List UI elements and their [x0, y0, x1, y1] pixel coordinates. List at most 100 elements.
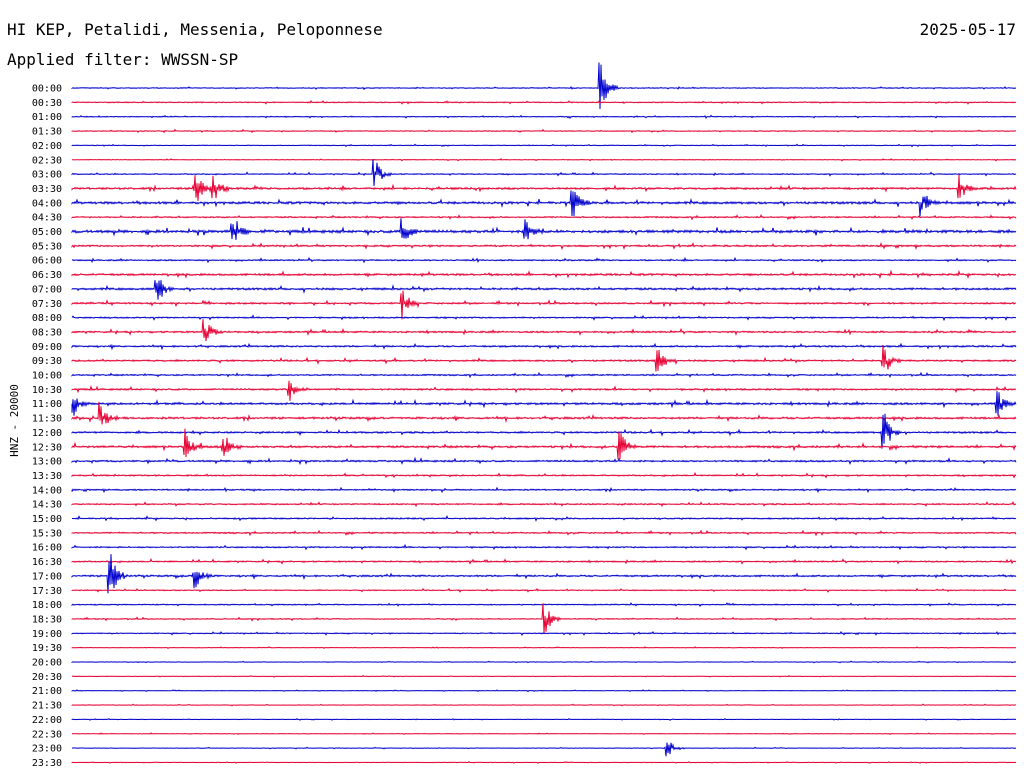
row-label: 06:00	[32, 256, 62, 267]
trace-row	[71, 718, 1017, 721]
row-label: 11:00	[32, 399, 62, 410]
row-label: 05:30	[32, 241, 62, 252]
row-label: 22:00	[32, 715, 62, 726]
date-label: 2025-05-17	[919, 20, 1016, 39]
row-label: 19:00	[32, 629, 62, 640]
row-label: 01:30	[32, 127, 62, 138]
trace-row	[72, 515, 1017, 522]
row-label: 02:00	[32, 141, 62, 152]
row-label: 14:30	[32, 500, 62, 511]
trace-row	[71, 345, 1017, 372]
row-label: 10:30	[32, 385, 62, 396]
trace-row	[71, 630, 1017, 637]
trace-row	[71, 558, 1017, 565]
row-label: 11:30	[32, 414, 62, 425]
trace-row	[71, 471, 1017, 479]
trace-row	[71, 280, 1017, 300]
row-label: 04:30	[32, 213, 62, 224]
trace-row	[71, 218, 1017, 240]
trace-row	[71, 529, 1017, 537]
row-label: 17:30	[32, 586, 62, 597]
row-label: 08:00	[32, 313, 62, 324]
trace-row	[71, 554, 1017, 594]
row-label: 17:00	[32, 571, 62, 582]
row-labels: 00:00 00:30 01:00 01:30 02:00 02:30 03:00 03:30…	[32, 84, 62, 769]
trace-row	[71, 456, 1017, 466]
row-label: 12:00	[32, 428, 62, 439]
row-label: 09:30	[32, 356, 62, 367]
row-label: 03:30	[32, 184, 62, 195]
row-label: 21:30	[32, 701, 62, 712]
trace-row	[71, 114, 1017, 120]
row-label: 08:30	[32, 327, 62, 338]
trace-row	[71, 703, 1017, 707]
row-label: 16:30	[32, 557, 62, 568]
row-label: 23:00	[32, 744, 62, 755]
row-label: 04:00	[32, 198, 62, 209]
row-label: 10:00	[32, 371, 62, 382]
trace-row	[71, 62, 1017, 110]
trace-row	[71, 732, 1017, 736]
trace-row	[71, 143, 1017, 148]
row-label: 20:00	[32, 658, 62, 669]
row-label: 13:00	[32, 457, 62, 468]
trace-rows	[71, 62, 1017, 764]
row-label: 02:30	[32, 155, 62, 166]
row-label: 09:00	[32, 342, 62, 353]
trace-row	[71, 256, 1017, 264]
trace-row	[71, 319, 1017, 342]
trace-row	[71, 428, 1017, 460]
trace-row	[71, 543, 1017, 551]
trace-row	[71, 100, 1017, 105]
trace-row	[71, 674, 1017, 678]
row-label: 12:30	[32, 442, 62, 453]
filter-label: Applied filter: WWSSN-SP	[7, 50, 239, 69]
trace-row	[71, 742, 1017, 757]
row-label: 23:30	[32, 758, 62, 769]
trace-row	[71, 602, 1017, 608]
row-label: 18:00	[32, 600, 62, 611]
trace-row	[71, 500, 1017, 508]
trace-row	[71, 646, 1017, 650]
trace-row	[71, 290, 1017, 320]
trace-row	[71, 391, 1017, 416]
row-label: 18:30	[32, 614, 62, 625]
row-label: 21:00	[32, 686, 62, 697]
trace-row	[71, 371, 1017, 379]
trace-row	[71, 128, 1017, 134]
row-label: 00:30	[32, 98, 62, 109]
row-label: 13:30	[32, 471, 62, 482]
row-label: 14:00	[32, 485, 62, 496]
trace-row	[71, 401, 1017, 425]
row-label: 07:00	[32, 284, 62, 295]
row-label: 20:30	[32, 672, 62, 683]
trace-row	[71, 158, 1017, 162]
row-label: 22:30	[32, 729, 62, 740]
trace-row	[71, 660, 1017, 664]
row-label: 15:30	[32, 528, 62, 539]
trace-row	[71, 190, 1017, 217]
trace-row	[71, 413, 1017, 449]
trace-row	[71, 689, 1017, 693]
trace-row	[71, 159, 1017, 187]
row-label: 00:00	[32, 84, 62, 95]
trace-row	[71, 603, 1017, 634]
trace-row	[71, 342, 1017, 351]
row-label: 07:30	[32, 299, 62, 310]
trace-row	[71, 314, 1017, 322]
trace-row	[71, 380, 1017, 401]
trace-row	[71, 174, 1017, 202]
trace-row	[71, 213, 1017, 221]
row-label: 19:30	[32, 643, 62, 654]
trace-row	[71, 269, 1017, 280]
trace-row	[71, 761, 1017, 764]
row-label: 16:00	[32, 543, 62, 554]
trace-row	[71, 587, 1017, 593]
row-label: 15:00	[32, 514, 62, 525]
row-label: 05:00	[32, 227, 62, 238]
station-title: HI KEP, Petalidi, Messenia, Peloponnese	[7, 20, 383, 39]
row-label: 06:30	[32, 270, 62, 281]
row-label: 01:00	[32, 112, 62, 123]
row-label: 03:00	[32, 170, 62, 181]
